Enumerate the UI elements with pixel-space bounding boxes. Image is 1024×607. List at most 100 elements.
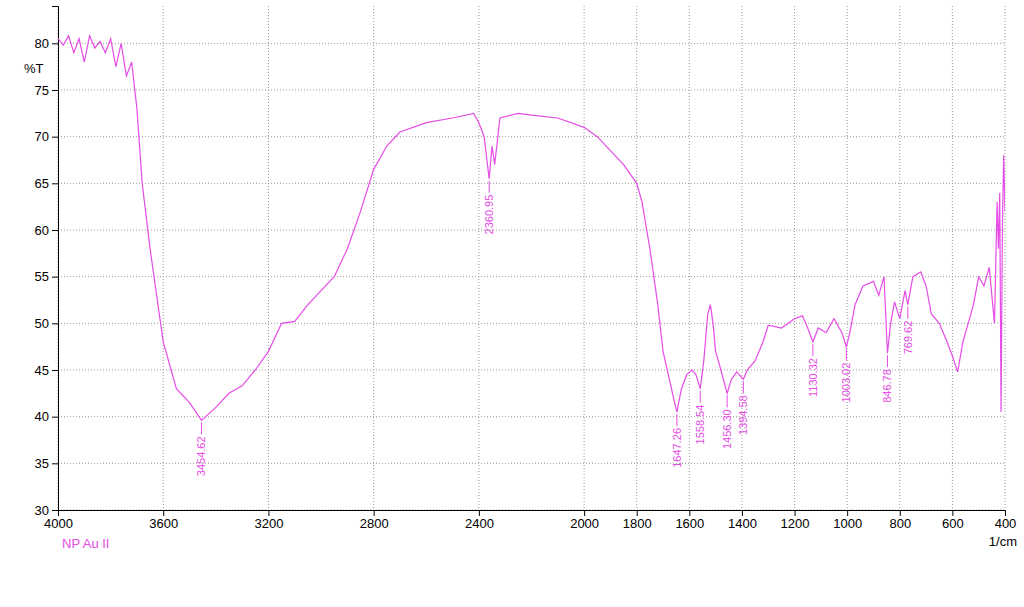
x-tick: 400 [995, 510, 1017, 531]
y-tick-label: 65 [35, 176, 49, 191]
x-axis-line [59, 511, 1006, 517]
peak-label: 1456.30 [721, 409, 733, 449]
y-tick: 40 [35, 409, 58, 424]
grid-line [478, 6, 479, 510]
grid-line [584, 6, 585, 510]
grid-line [58, 136, 1005, 137]
x-tick: 1400 [728, 510, 757, 531]
y-tick: 65 [35, 176, 58, 191]
peak-label: 3454.62 [195, 436, 207, 476]
y-tick-mark [52, 277, 58, 278]
grid-line [58, 230, 1005, 231]
x-tick: 600 [942, 510, 964, 531]
x-tick-label: 2400 [465, 516, 494, 531]
x-tick: 2800 [360, 510, 389, 531]
grid [58, 6, 1005, 510]
x-tick-mark [689, 510, 690, 516]
peak-marker [676, 414, 677, 426]
y-tick-label: 70 [35, 129, 49, 144]
peak-marker [727, 395, 728, 407]
y-tick-label: 50 [35, 316, 49, 331]
x-axis-title: 1/cm [989, 534, 1017, 549]
y-tick-mark [52, 510, 58, 511]
peak-marker [489, 181, 490, 193]
grid-line [163, 6, 164, 510]
x-tick-label: 1600 [675, 516, 704, 531]
x-tick: 1200 [781, 510, 810, 531]
y-axis-line [52, 7, 59, 511]
peak-label: 1558.54 [694, 405, 706, 445]
grid-line [689, 6, 690, 510]
y-tick-label: 55 [35, 269, 49, 284]
x-tick-mark [952, 510, 953, 516]
x-tick-mark [1005, 510, 1006, 516]
grid-line [373, 6, 374, 510]
spectrum-line [58, 36, 1005, 421]
grid-line [58, 90, 1005, 91]
peak-marker [887, 355, 888, 367]
peak-label: 2360.95 [483, 195, 495, 235]
grid-line [899, 6, 900, 510]
x-tick-mark [742, 510, 743, 516]
y-tick: 80 [35, 36, 58, 51]
x-tick-mark [374, 510, 375, 516]
peak-marker [201, 422, 202, 434]
peak-label: 1003.02 [840, 363, 852, 403]
grid-line [847, 6, 848, 510]
x-tick-label: 1200 [781, 516, 810, 531]
grid-line [58, 183, 1005, 184]
y-tick-mark [52, 137, 58, 138]
y-tick-mark [52, 463, 58, 464]
grid-line [58, 370, 1005, 371]
y-tick-label: 35 [35, 456, 49, 471]
x-tick: 1000 [833, 510, 862, 531]
legend-entry: NP Au II [62, 536, 109, 551]
y-tick: 60 [35, 223, 58, 238]
x-axis: 4000360032002800240020001800160014001200… [44, 510, 1016, 531]
peak-marker [700, 391, 701, 403]
peak-label: 1130.32 [807, 358, 819, 397]
y-tick: 55 [35, 269, 58, 284]
x-tick-mark [479, 510, 480, 516]
x-tick: 2400 [465, 510, 494, 531]
peak-marker [907, 307, 908, 319]
x-tick-mark [847, 510, 848, 516]
x-tick-label: 2000 [570, 516, 599, 531]
x-tick-label: 1000 [833, 516, 862, 531]
grid-line [58, 323, 1005, 324]
y-tick-mark [52, 230, 58, 231]
y-tick-label: 75 [35, 83, 49, 98]
y-tick-mark [52, 90, 58, 91]
x-tick-label: 3600 [149, 516, 178, 531]
plot-area [58, 36, 1005, 421]
x-tick-label: 2800 [360, 516, 389, 531]
peak-marker [743, 381, 744, 393]
y-tick: 70 [35, 129, 58, 144]
grid-line [952, 6, 953, 510]
y-tick-label: 60 [35, 223, 49, 238]
x-tick: 1600 [675, 510, 704, 531]
x-tick-label: 1800 [623, 516, 652, 531]
peak-labels: 3454.622360.951647.261558.541456.301394.… [195, 181, 913, 476]
y-tick-mark [52, 43, 58, 44]
x-tick: 3600 [149, 510, 178, 531]
y-tick: 30 [35, 503, 58, 518]
x-tick-label: 1400 [728, 516, 757, 531]
y-tick: 50 [35, 316, 58, 331]
peak-label: 1394.58 [737, 395, 749, 435]
y-tick-label: 80 [35, 36, 49, 51]
grid-line [58, 43, 1005, 44]
y-axis-title: %T [24, 61, 44, 76]
y-tick-label: 45 [35, 363, 49, 378]
peak-label: 769.62 [902, 321, 914, 355]
x-tick-mark [795, 510, 796, 516]
x-tick: 1800 [623, 510, 652, 531]
y-tick-mark [52, 323, 58, 324]
x-tick-mark [163, 510, 164, 516]
x-tick-label: 400 [995, 516, 1017, 531]
x-tick-mark [900, 510, 901, 516]
grid-line [794, 6, 795, 510]
x-tick-label: 3200 [254, 516, 283, 531]
peak-label: 846.78 [881, 369, 893, 403]
x-tick: 2000 [570, 510, 599, 531]
